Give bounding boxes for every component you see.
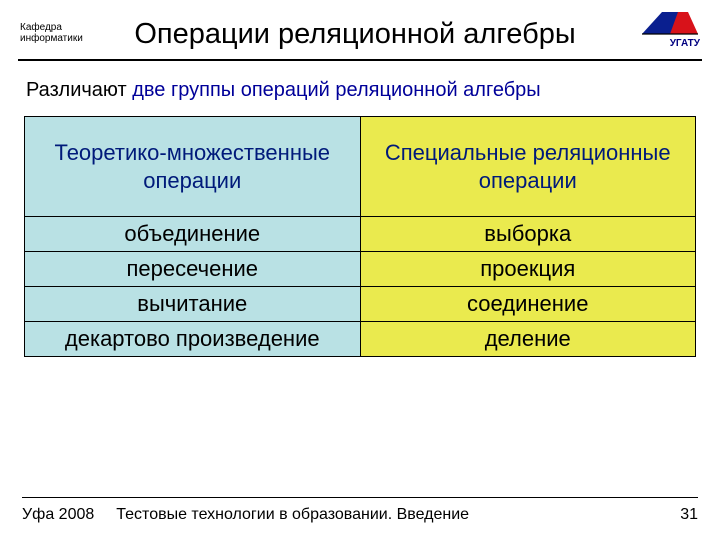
cell-right: соединение [360,287,696,322]
footer-left: Уфа 2008 [22,506,94,524]
slide-header: Кафедра информатики Операции реляционной… [0,0,720,59]
footer-row: Уфа 2008 Тестовые технологии в образован… [22,506,698,524]
subtitle-lead: Различают [26,79,132,101]
slide-title: Операции реляционной алгебры [50,10,660,51]
department-label: Кафедра информатики [20,22,83,44]
footer-mid: Тестовые технологии в образовании. Введе… [116,506,670,524]
column-header-left: Теоретико-множественные операции [25,117,361,217]
cell-right: деление [360,322,696,357]
operations-table: Теоретико-множественные операции Специал… [24,116,696,357]
page-number: 31 [680,506,698,524]
table-row: пересечение проекция [25,252,696,287]
cell-left: объединение [25,217,361,252]
operations-table-wrap: Теоретико-множественные операции Специал… [0,116,720,357]
subtitle-emph: две группы операций реляционной алгебры [132,79,541,101]
subtitle: Различают две группы операций реляционно… [0,61,720,116]
footer-divider [22,497,698,498]
table-row: объединение выборка [25,217,696,252]
column-header-right: Специальные реляционные операции [360,117,696,217]
cell-left: вычитание [25,287,361,322]
logo-label: УГАТУ [670,38,700,49]
department-line1: Кафедра [20,22,62,33]
table-row: вычитание соединение [25,287,696,322]
plane-tail-icon [640,8,700,42]
cell-left: декартово произведение [25,322,361,357]
table-row: декартово произведение деление [25,322,696,357]
slide-footer: Уфа 2008 Тестовые технологии в образован… [0,497,720,524]
cell-right: выборка [360,217,696,252]
table-header-row: Теоретико-множественные операции Специал… [25,117,696,217]
logo: УГАТУ [640,8,700,54]
department-line2: информатики [20,33,83,44]
cell-right: проекция [360,252,696,287]
cell-left: пересечение [25,252,361,287]
